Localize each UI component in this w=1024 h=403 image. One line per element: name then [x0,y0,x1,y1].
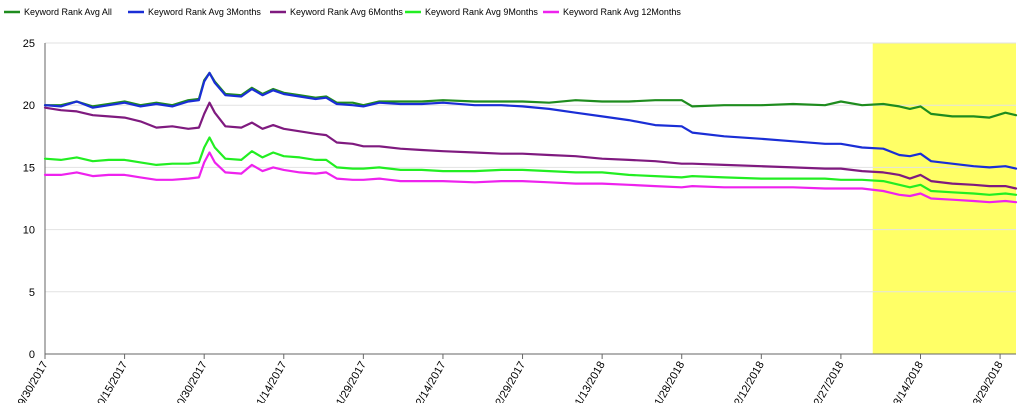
legend-label: Keyword Rank Avg 6Months [290,7,403,17]
y-tick-label: 25 [23,38,35,50]
y-tick-label: 0 [29,349,35,361]
y-gridlines [45,42,1016,293]
series-line [43,71,1018,119]
y-tick-label: 15 [23,162,35,174]
x-tick-label: 11/14/2017 [252,360,290,403]
legend: Keyword Rank Avg All Keyword Rank Avg 3Mo… [4,7,681,17]
x-tick-label: 10/30/2017 [172,360,210,403]
y-tick-label: 5 [29,287,35,299]
legend-label: Keyword Rank Avg 12Months [563,7,681,17]
x-tick-label: 10/15/2017 [92,360,130,403]
legend-label: Keyword Rank Avg 9Months [425,7,538,17]
x-tick-label: 3/14/2018 [891,360,926,403]
y-axis: 0 5 10 15 20 25 [23,38,46,361]
legend-label: Keyword Rank Avg All [24,7,112,17]
x-axis: 9/30/2017 10/15/2017 10/30/2017 11/14/2017 1… [16,353,1016,403]
x-tick-label: 11/29/2017 [331,360,369,403]
series-line [43,136,1018,196]
series-line [43,151,1018,204]
x-tick-label: 1/13/2018 [573,360,608,403]
x-tick-label: 2/27/2018 [812,360,847,403]
x-tick-label: 9/30/2017 [16,360,51,403]
y-tick-label: 10 [23,225,35,237]
y-tick-label: 20 [23,100,35,112]
x-tick-label: 12/29/2017 [490,360,528,403]
series-line [43,101,1018,190]
legend-label: Keyword Rank Avg 3Months [148,7,261,17]
series-line [43,71,1018,170]
x-tick-label: 2/12/2018 [732,360,767,403]
x-tick-label: 3/29/2018 [971,360,1006,403]
x-tick-label: 12/14/2017 [411,360,449,403]
x-tick-label: 1/28/2018 [652,360,687,403]
series-lines [43,71,1018,204]
